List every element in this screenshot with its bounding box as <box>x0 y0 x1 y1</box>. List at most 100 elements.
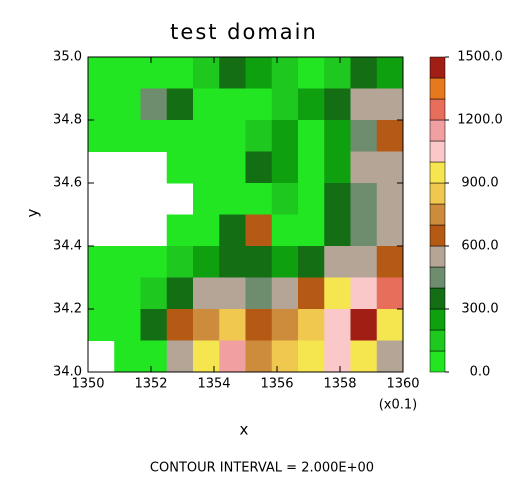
terrain-cell <box>350 214 378 247</box>
colorbar-box <box>429 98 446 121</box>
terrain-cell <box>376 120 404 152</box>
terrain-cell <box>193 151 220 184</box>
y-tick-label: 34.4 <box>53 239 82 254</box>
terrain-cell <box>376 214 404 247</box>
x-scale-note: (x0.1) <box>379 398 418 413</box>
terrain-cell <box>88 277 115 310</box>
terrain-cell <box>140 246 168 278</box>
terrain-cell <box>298 183 325 215</box>
x-axis-label: x <box>240 421 249 439</box>
terrain-cell <box>298 277 325 310</box>
terrain-cell <box>245 246 273 278</box>
terrain-cell <box>376 340 404 373</box>
colorbar-box <box>429 245 446 268</box>
terrain-cell <box>193 214 220 247</box>
y-tick-label: 34.2 <box>53 302 82 317</box>
terrain-cell <box>245 88 273 121</box>
terrain-cell <box>193 277 220 310</box>
terrain-cell <box>166 246 194 278</box>
colorbar-box <box>429 119 446 142</box>
terrain-cell <box>324 214 351 247</box>
terrain-cell <box>245 57 273 89</box>
terrain-cell <box>166 340 194 373</box>
terrain-cell <box>376 88 404 121</box>
x-tick-label: 1358 <box>323 377 356 392</box>
terrain-cell <box>166 88 194 121</box>
terrain-cell <box>219 277 246 310</box>
terrain-cell <box>166 309 194 341</box>
terrain-cell <box>245 340 273 373</box>
y-tick-label: 35.0 <box>53 50 82 65</box>
terrain-cell <box>324 309 351 341</box>
colorbar-box <box>429 329 446 352</box>
terrain-cell <box>271 340 299 373</box>
terrain-cell <box>114 88 141 121</box>
colorbar-box <box>429 224 446 247</box>
terrain-cell <box>350 340 378 373</box>
terrain-cell <box>219 214 246 247</box>
terrain-cell <box>298 309 325 341</box>
terrain-cell <box>271 277 299 310</box>
terrain-cell <box>350 183 378 215</box>
x-tick-label: 1360 <box>386 377 419 392</box>
terrain-cell <box>298 120 325 152</box>
terrain-cell <box>166 120 194 152</box>
colorbar-box <box>429 77 446 100</box>
terrain-cell <box>271 246 299 278</box>
terrain-cell <box>140 57 168 89</box>
colorbar-box <box>429 182 446 205</box>
terrain-cell <box>140 277 168 310</box>
terrain-cell <box>114 120 141 152</box>
terrain-cell <box>166 277 194 310</box>
terrain-cell <box>245 277 273 310</box>
terrain-cell <box>219 120 246 152</box>
terrain-cell <box>376 183 404 215</box>
colorbar-label: 300.0 <box>461 302 498 317</box>
terrain-cell <box>350 57 378 89</box>
plot-frame <box>87 56 404 373</box>
terrain-cell <box>219 340 246 373</box>
terrain-cell <box>298 214 325 247</box>
terrain-cell <box>324 151 351 184</box>
y-tick-label: 34.8 <box>53 113 82 128</box>
colorbar-box <box>429 140 446 163</box>
y-tick-label: 34.0 <box>53 365 82 380</box>
terrain-cell <box>245 309 273 341</box>
terrain-cell <box>140 309 168 341</box>
terrain-cell <box>114 309 141 341</box>
terrain-cell <box>350 151 378 184</box>
terrain-cell <box>219 246 246 278</box>
terrain-cell <box>114 246 141 278</box>
terrain-cell <box>350 277 378 310</box>
x-tick-label: 1356 <box>260 377 293 392</box>
terrain-cell <box>324 57 351 89</box>
x-tick-label: 1354 <box>197 377 230 392</box>
terrain-cell <box>219 309 246 341</box>
terrain-cell <box>350 88 378 121</box>
colorbar-box <box>429 56 446 79</box>
terrain-cell <box>193 120 220 152</box>
colorbar-label: 900.0 <box>461 176 498 191</box>
colorbar-box <box>429 203 446 226</box>
terrain-cell <box>219 57 246 89</box>
colorbar-label: 0.0 <box>470 365 491 380</box>
terrain-cell <box>88 309 115 341</box>
colorbar-box <box>429 266 446 289</box>
terrain-cell <box>298 340 325 373</box>
terrain-cell <box>114 277 141 310</box>
terrain-cell <box>88 88 115 121</box>
terrain-cell <box>166 57 194 89</box>
terrain-cell <box>298 57 325 89</box>
terrain-cell <box>324 246 351 278</box>
terrain-cell <box>193 246 220 278</box>
terrain-cell <box>376 246 404 278</box>
terrain-cell <box>271 309 299 341</box>
terrain-cell <box>88 57 115 89</box>
colorbar-box <box>429 350 446 373</box>
terrain-cell <box>219 151 246 184</box>
y-tick-label: 34.6 <box>53 176 82 191</box>
terrain-cell <box>245 151 273 184</box>
terrain-cell <box>350 246 378 278</box>
colorbar-box <box>429 161 446 184</box>
